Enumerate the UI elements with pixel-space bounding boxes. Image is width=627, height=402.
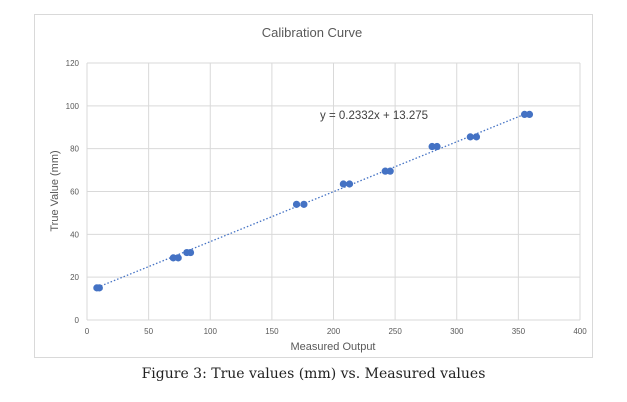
- chart-frame: [34, 14, 593, 358]
- x-tick-label: 150: [265, 327, 279, 336]
- data-point: [428, 142, 436, 151]
- data-point: [169, 254, 177, 262]
- chart-title: Calibration Curve: [262, 25, 362, 40]
- data-point: [433, 142, 441, 151]
- figure-caption: Figure 3: True values (mm) vs. Measured …: [141, 366, 486, 382]
- x-tick-label: 250: [388, 327, 402, 336]
- y-tick-label: 0: [75, 316, 80, 325]
- data-point: [174, 254, 182, 262]
- x-tick-label: 300: [450, 327, 464, 336]
- data-point: [525, 110, 534, 118]
- x-tick-label: 0: [85, 327, 90, 336]
- data-point: [345, 180, 354, 188]
- data-point: [386, 167, 394, 175]
- points-layer: [93, 110, 534, 292]
- y-tick-label: 20: [70, 273, 79, 282]
- data-point: [381, 167, 389, 175]
- axis-layer: 0 20 40 60 80 100 120 0 50 100 150 200 250 300 350 400: [66, 59, 588, 336]
- x-tick-label: 350: [512, 327, 526, 336]
- grid-layer: [86, 62, 581, 321]
- y-tick-label: 60: [70, 188, 79, 197]
- data-point: [95, 284, 103, 292]
- y-tick-label: 40: [70, 230, 79, 239]
- x-tick-label: 100: [204, 327, 218, 336]
- x-tick-label: 400: [573, 327, 587, 336]
- x-axis-label: Measured Output: [291, 341, 376, 353]
- data-point: [186, 248, 195, 257]
- x-tick-label: 200: [327, 327, 341, 336]
- x-tick-label: 50: [144, 327, 153, 336]
- data-point: [472, 133, 481, 141]
- data-point: [520, 110, 529, 118]
- data-point: [292, 200, 301, 208]
- trendline-equation: y = 0.2332x + 13.275: [320, 110, 428, 122]
- trendline: [94, 110, 533, 290]
- data-point: [339, 180, 347, 188]
- trendline-layer: [94, 110, 533, 290]
- data-point: [300, 200, 308, 208]
- data-point: [466, 133, 474, 141]
- y-tick-label: 100: [66, 102, 80, 111]
- y-tick-label: 120: [66, 59, 80, 68]
- y-tick-label: 80: [70, 145, 79, 154]
- y-axis-label: True Value (mm): [49, 150, 61, 231]
